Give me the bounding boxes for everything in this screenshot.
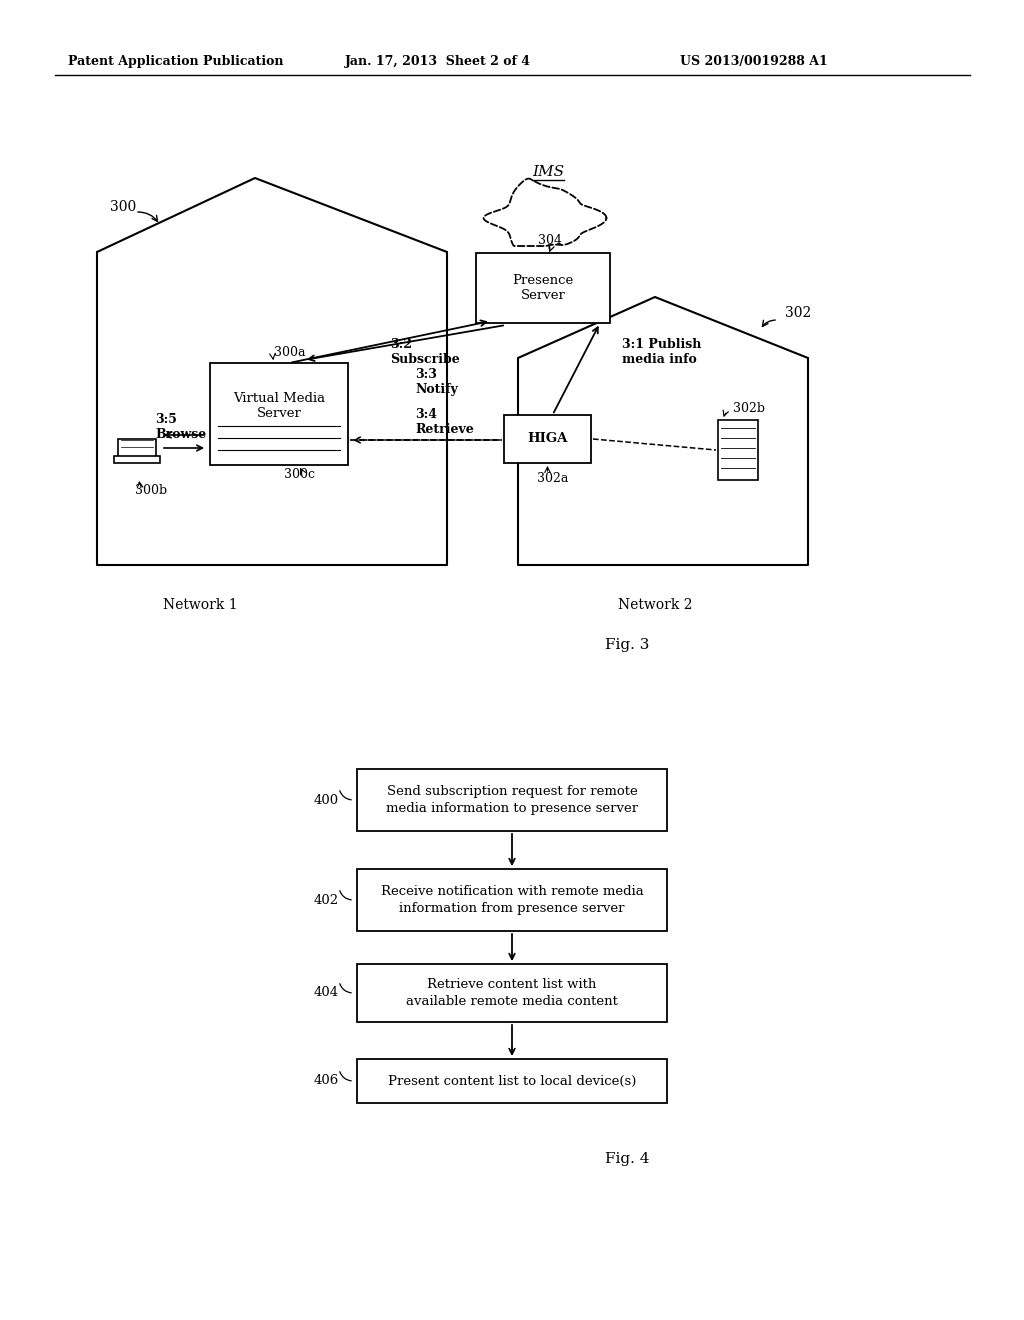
Text: Fig. 3: Fig. 3 — [605, 638, 649, 652]
Text: Virtual Media
Server: Virtual Media Server — [232, 392, 325, 420]
Text: 406: 406 — [313, 1074, 339, 1088]
Text: US 2013/0019288 A1: US 2013/0019288 A1 — [680, 55, 827, 69]
Bar — [210, 363, 348, 465]
Text: 402: 402 — [314, 894, 339, 907]
Text: 3:5
Browse: 3:5 Browse — [155, 413, 206, 441]
Text: 302b: 302b — [733, 401, 765, 414]
Text: 3:2
Subscribe: 3:2 Subscribe — [390, 338, 460, 366]
Text: 404: 404 — [314, 986, 339, 999]
Bar — [357, 770, 667, 832]
Text: Receive notification with remote media
information from presence server: Receive notification with remote media i… — [381, 884, 643, 915]
Text: HIGA: HIGA — [527, 433, 567, 446]
Text: 3:3
Notify: 3:3 Notify — [415, 368, 458, 396]
Text: 3:1 Publish
media info: 3:1 Publish media info — [622, 338, 701, 366]
Text: 3:4
Retrieve: 3:4 Retrieve — [415, 408, 474, 436]
Bar — [504, 414, 591, 463]
Text: Presence
Server: Presence Server — [512, 275, 573, 302]
Bar — [118, 440, 156, 459]
Text: Send subscription request for remote
media information to presence server: Send subscription request for remote med… — [386, 785, 638, 814]
Bar — [357, 964, 667, 1022]
Text: Network 2: Network 2 — [617, 598, 692, 612]
Bar — [357, 869, 667, 931]
Text: 304: 304 — [538, 234, 562, 247]
Text: 300: 300 — [110, 201, 136, 214]
Text: 300b: 300b — [135, 483, 167, 496]
Text: 302a: 302a — [538, 471, 569, 484]
Text: 300c: 300c — [284, 469, 315, 482]
Text: Network 1: Network 1 — [163, 598, 238, 612]
Bar — [718, 420, 758, 480]
Text: 300a: 300a — [274, 346, 305, 359]
Bar — [114, 455, 160, 463]
Text: Present content list to local device(s): Present content list to local device(s) — [388, 1074, 636, 1088]
Text: Retrieve content list with
available remote media content: Retrieve content list with available rem… — [407, 978, 617, 1008]
Text: 400: 400 — [314, 793, 339, 807]
Bar — [357, 1059, 667, 1104]
Text: Jan. 17, 2013  Sheet 2 of 4: Jan. 17, 2013 Sheet 2 of 4 — [345, 55, 531, 69]
Text: Fig. 4: Fig. 4 — [605, 1152, 649, 1166]
Bar — [476, 253, 610, 323]
Text: IMS: IMS — [531, 165, 564, 180]
Text: Patent Application Publication: Patent Application Publication — [68, 55, 284, 69]
Text: 302: 302 — [785, 306, 811, 319]
